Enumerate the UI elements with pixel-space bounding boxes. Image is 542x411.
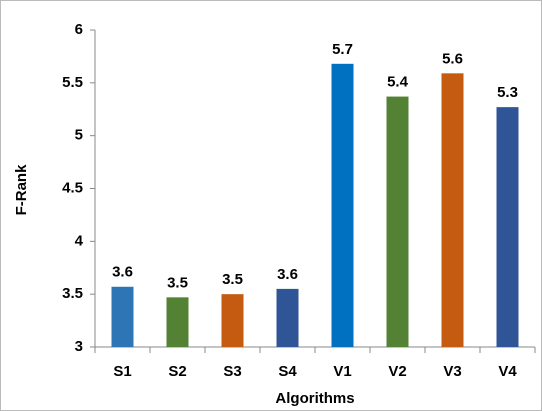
x-tick-label: V4 [498,363,517,380]
y-tick-label: 3 [75,338,83,355]
value-label: 5.3 [497,84,518,101]
y-tick-label: 6 [75,21,83,38]
y-tick-label: 5 [75,127,83,144]
bar [111,286,134,347]
value-label: 3.5 [167,274,188,291]
bar [221,294,244,347]
bar [276,288,299,347]
x-tick-label: S2 [168,363,186,380]
x-tick-label: V1 [333,363,351,380]
value-label: 3.6 [277,266,298,283]
bar [331,63,354,348]
y-tick-label: 4 [75,232,84,249]
y-tick-label: 5.5 [62,74,83,91]
x-tick-label: S4 [278,363,297,380]
x-tick-label: S1 [113,363,131,380]
y-tick-label: 3.5 [62,285,83,302]
x-tick-label: S3 [223,363,241,380]
value-label: 5.6 [442,50,463,67]
y-tick-label: 4.5 [62,179,83,196]
x-axis-label: Algorithms [275,390,354,407]
bar [386,96,409,347]
bar [441,73,464,347]
value-label: 3.5 [222,271,243,288]
value-label: 3.6 [112,264,133,281]
x-tick-label: V2 [388,363,406,380]
bar [496,107,519,348]
bar [166,297,189,347]
value-label: 5.7 [332,41,353,58]
x-tick-label: V3 [443,363,461,380]
value-label: 5.4 [387,74,409,91]
y-axis-label: F-Rank [13,164,30,215]
